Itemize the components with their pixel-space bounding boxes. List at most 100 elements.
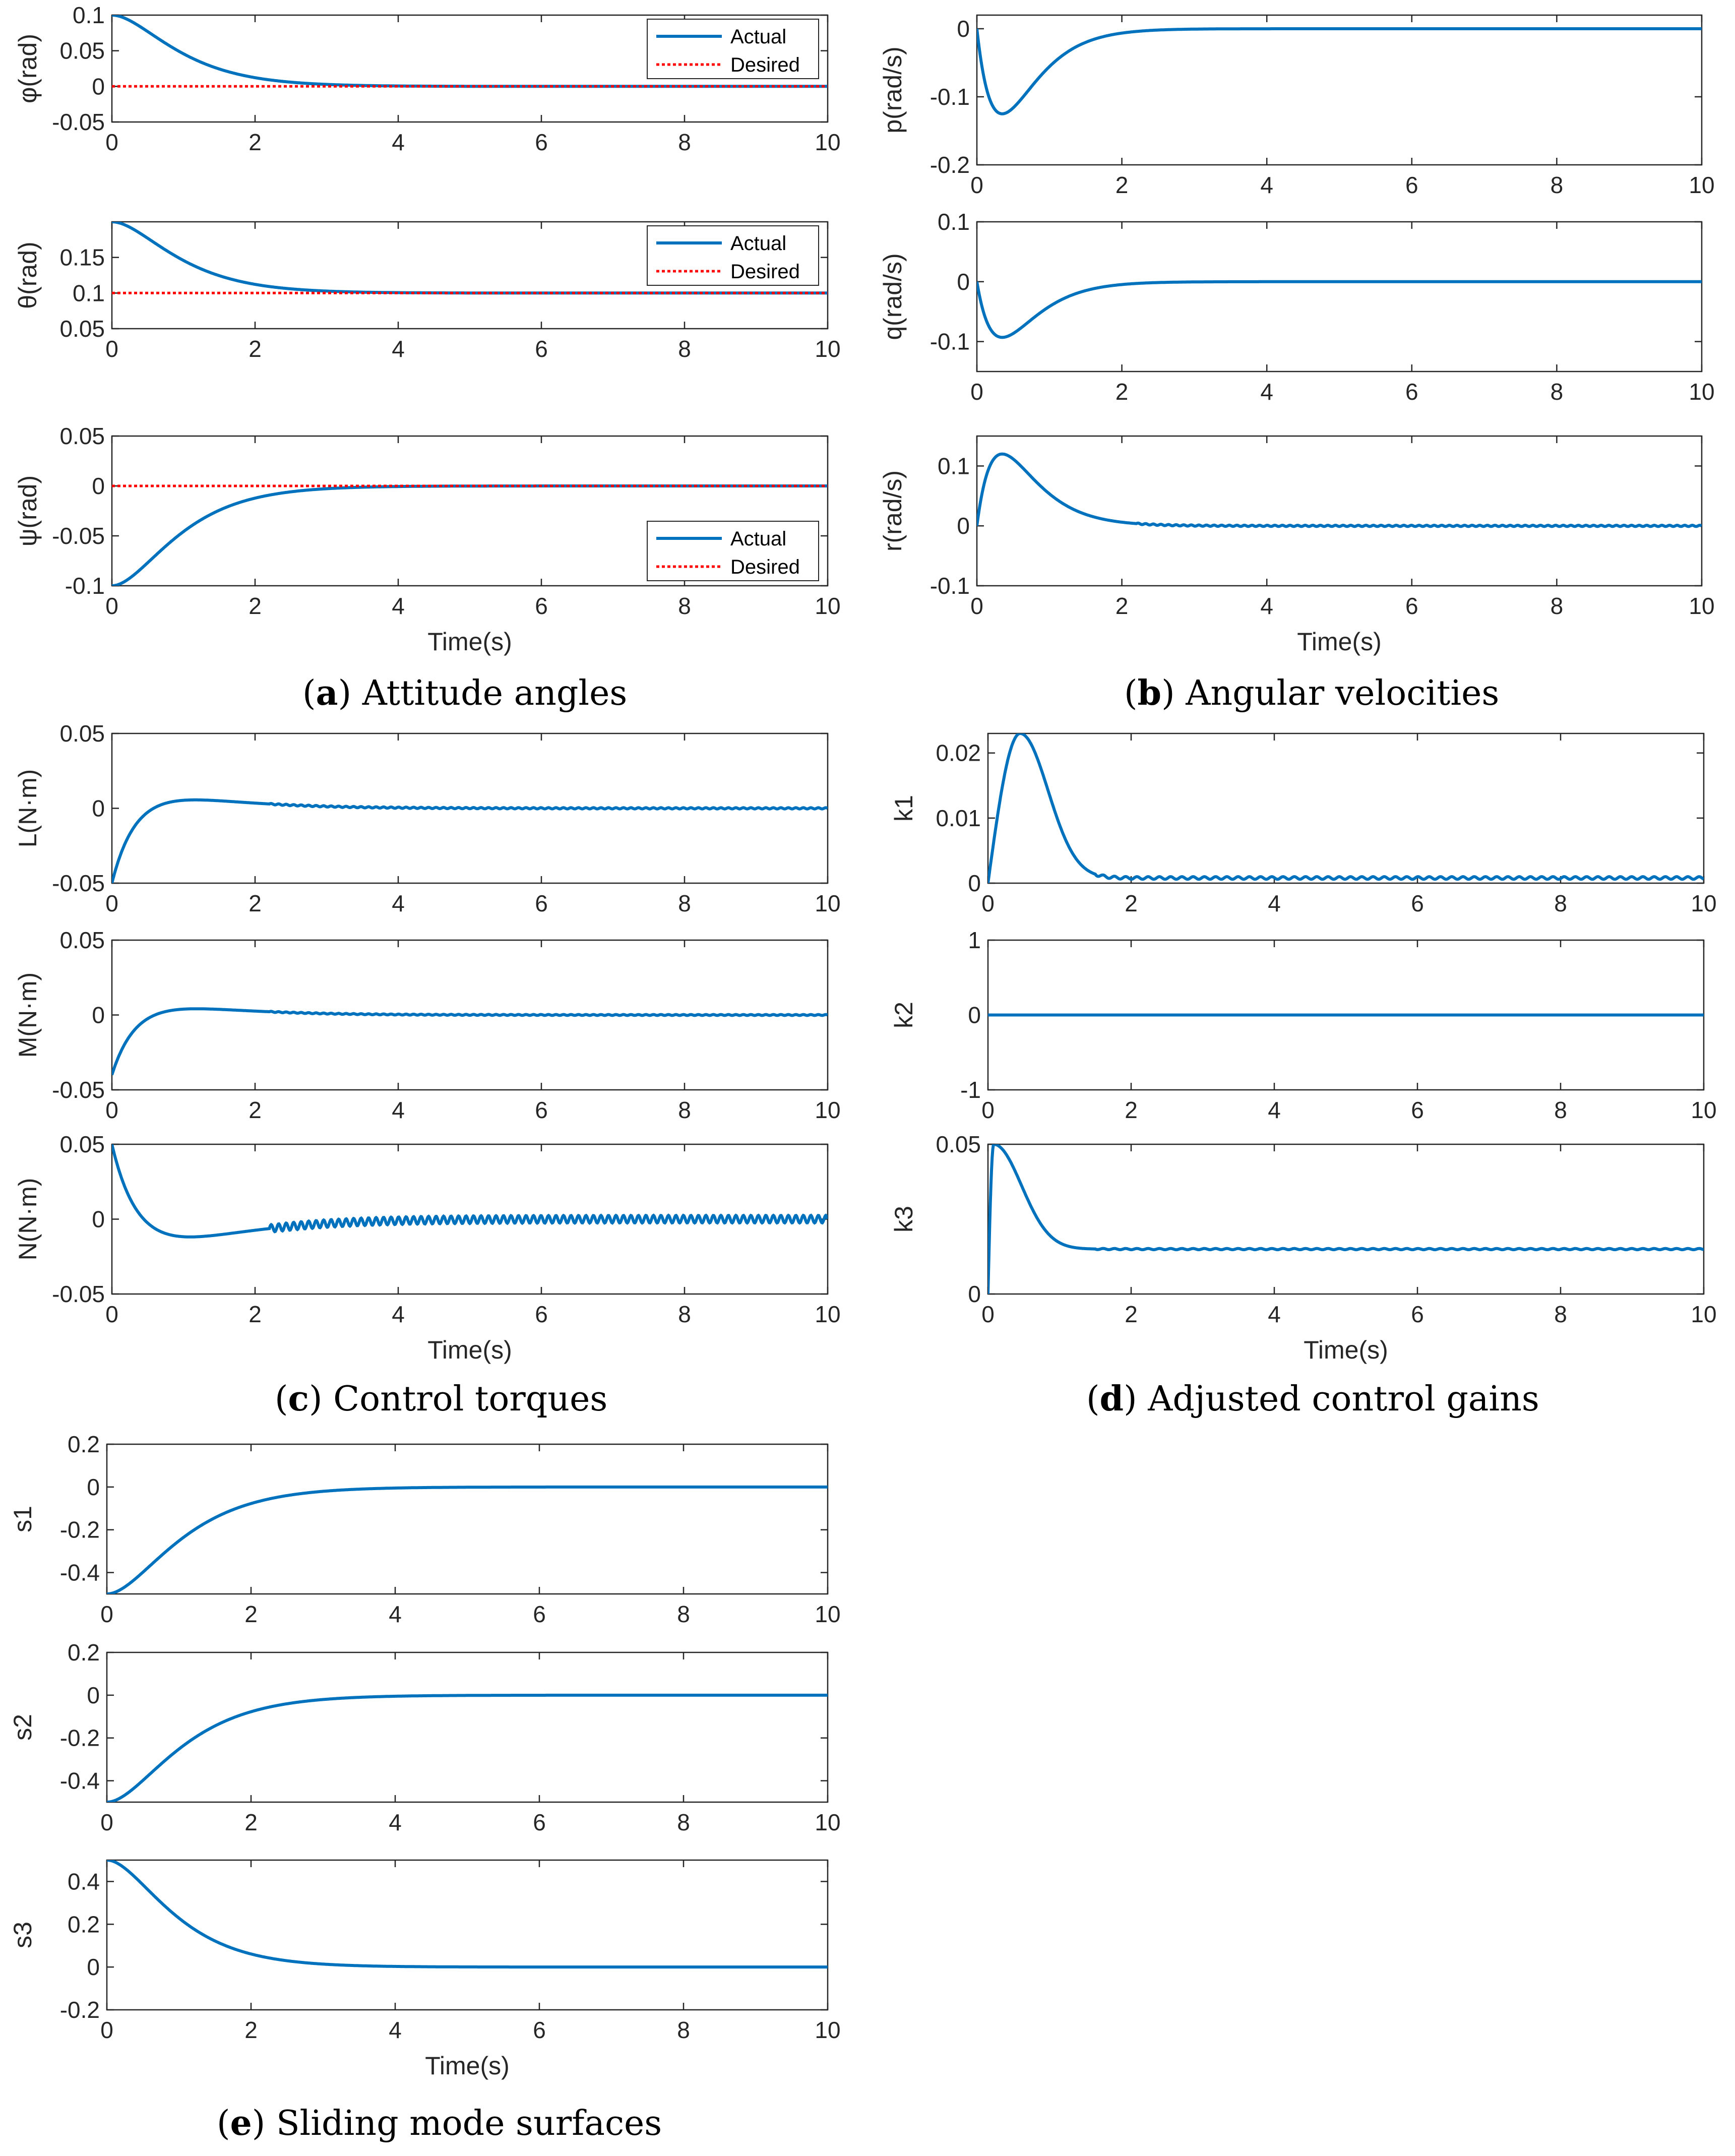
- x-tick-label: 2: [249, 890, 262, 916]
- x-tick-label: 0: [970, 593, 983, 619]
- y-tick-label: 0.05: [59, 423, 105, 449]
- series-actual: [977, 27, 1702, 115]
- x-tick-label: 4: [392, 1301, 405, 1327]
- x-tick-label: 8: [1551, 379, 1564, 405]
- plot-area: [987, 1143, 1705, 1295]
- series-actual: [112, 1007, 828, 1076]
- y-tick-label: 0.05: [59, 316, 105, 342]
- x-tick-label: 2: [1125, 1097, 1138, 1123]
- x-tick-label: 6: [1411, 1301, 1424, 1327]
- legend-label-actual: Actual: [730, 26, 786, 48]
- series-actual: [107, 1693, 828, 1802]
- chart-theta: 0 2 4 6 8 10 0.05 0.1 0.15 θ(rad) Actual Desired: [14, 221, 841, 362]
- x-tick-label: 6: [1405, 172, 1418, 198]
- y-tick-label: 0: [957, 269, 970, 295]
- caption-control-torques: (c) Control torques: [275, 1379, 608, 1419]
- series-actual: [112, 1144, 828, 1239]
- x-tick-label: 0: [105, 890, 118, 916]
- x-tick-label: 4: [1268, 1301, 1281, 1327]
- x-axis-label: Time(s): [427, 1336, 512, 1364]
- y-tick-label: 0: [957, 513, 970, 539]
- y-tick-label: -0.05: [52, 1077, 105, 1103]
- plot-area: [106, 1443, 829, 1595]
- y-axis-label: φ(rad): [14, 34, 42, 103]
- x-axis-label: Time(s): [425, 2052, 510, 2080]
- x-tick-label: 10: [815, 890, 840, 916]
- caption-attitude-angles: (a) Attitude angles: [302, 673, 628, 713]
- chart-s2: 0 2 4 6 8 10 -0.4 -0.2 0 0.2 s2: [9, 1639, 841, 1835]
- x-tick-label: 0: [100, 1601, 113, 1627]
- plot-area: [976, 14, 1703, 166]
- x-tick-label: 6: [1405, 593, 1418, 619]
- y-tick-label: 0: [957, 16, 970, 42]
- y-tick-label: -0.1: [930, 573, 970, 599]
- x-tick-label: 10: [1691, 890, 1716, 916]
- y-axis-label: ψ(rad): [14, 475, 42, 546]
- y-axis-label: k3: [890, 1206, 918, 1233]
- x-tick-label: 4: [389, 1601, 402, 1627]
- x-tick-label: 10: [815, 1809, 840, 1835]
- series-actual: [988, 1144, 1704, 1294]
- x-tick-label: 2: [1116, 172, 1129, 198]
- plot-area: [976, 221, 1703, 373]
- x-tick-label: 4: [392, 336, 405, 362]
- y-axis-label: L(N·m): [14, 769, 42, 848]
- x-tick-label: 4: [392, 593, 405, 619]
- y-tick-label: 0.05: [59, 38, 105, 64]
- x-tick-label: 10: [815, 593, 840, 619]
- x-tick-label: 2: [244, 1809, 258, 1835]
- x-tick-label: 8: [678, 890, 691, 916]
- y-axis-label: k2: [890, 1002, 918, 1028]
- y-tick-label: 0.01: [936, 805, 981, 831]
- chart-k3: 0 2 4 6 8 10 0 0.05 k3 Time(s): [890, 1131, 1717, 1364]
- x-tick-label: 6: [535, 1097, 548, 1123]
- y-tick-label: -0.1: [65, 573, 105, 599]
- y-tick-label: 0.2: [68, 1911, 100, 1937]
- x-tick-label: 6: [533, 2017, 546, 2043]
- x-tick-label: 2: [1116, 593, 1129, 619]
- x-tick-label: 4: [392, 129, 405, 155]
- x-tick-label: 10: [815, 129, 840, 155]
- y-tick-label: 0.05: [59, 927, 105, 953]
- y-tick-label: -0.1: [930, 84, 970, 110]
- x-tick-label: 6: [535, 593, 548, 619]
- x-tick-label: 8: [1554, 890, 1567, 916]
- legend-label-desired: Desired: [730, 556, 800, 578]
- x-tick-label: 10: [815, 1601, 840, 1627]
- y-tick-label: -0.05: [52, 523, 105, 549]
- x-tick-label: 6: [1405, 379, 1418, 405]
- x-tick-label: 8: [678, 336, 691, 362]
- plot-area: [106, 1859, 829, 2011]
- y-tick-label: 0.05: [59, 720, 105, 747]
- y-tick-label: 0.4: [68, 1868, 100, 1894]
- x-tick-label: 6: [533, 1601, 546, 1627]
- series-actual: [977, 452, 1702, 528]
- x-tick-label: 6: [535, 129, 548, 155]
- y-axis-label: s3: [9, 1922, 37, 1948]
- x-tick-label: 4: [1268, 890, 1281, 916]
- x-tick-label: 0: [105, 129, 118, 155]
- x-tick-label: 4: [392, 890, 405, 916]
- y-axis-label: r(rad/s): [879, 470, 907, 551]
- x-tick-label: 10: [1689, 172, 1714, 198]
- x-tick-label: 0: [981, 1301, 995, 1327]
- chart-r: 0 2 4 6 8 10-0.100.1r(rad/s)Time(s): [879, 435, 1715, 656]
- y-tick-label: -0.05: [52, 870, 105, 896]
- series-actual: [107, 1485, 828, 1594]
- y-tick-label: 0: [92, 1206, 105, 1233]
- chart-q: 0 2 4 6 8 10-0.100.1q(rad/s): [879, 209, 1715, 405]
- y-tick-label: 0.05: [59, 1131, 105, 1157]
- x-tick-label: 8: [678, 129, 691, 155]
- y-tick-label: 0: [92, 1002, 105, 1028]
- chart-k1: 0 2 4 6 8 10 0 0.01 0.02 k1: [890, 732, 1717, 916]
- y-tick-label: 0: [87, 1954, 100, 1980]
- x-tick-label: 2: [1125, 1301, 1138, 1327]
- x-tick-label: 0: [970, 172, 983, 198]
- y-tick-label: 0.1: [938, 209, 970, 235]
- caption-angular-velocities: (b) Angular velocities: [1124, 673, 1500, 713]
- chart-psi: 0 2 4 6 8 10 -0.1 -0.05 0 0.05 ψ(rad) Time(s) Actual…: [14, 423, 841, 656]
- x-tick-label: 6: [535, 890, 548, 916]
- plot-area: [106, 1651, 829, 1803]
